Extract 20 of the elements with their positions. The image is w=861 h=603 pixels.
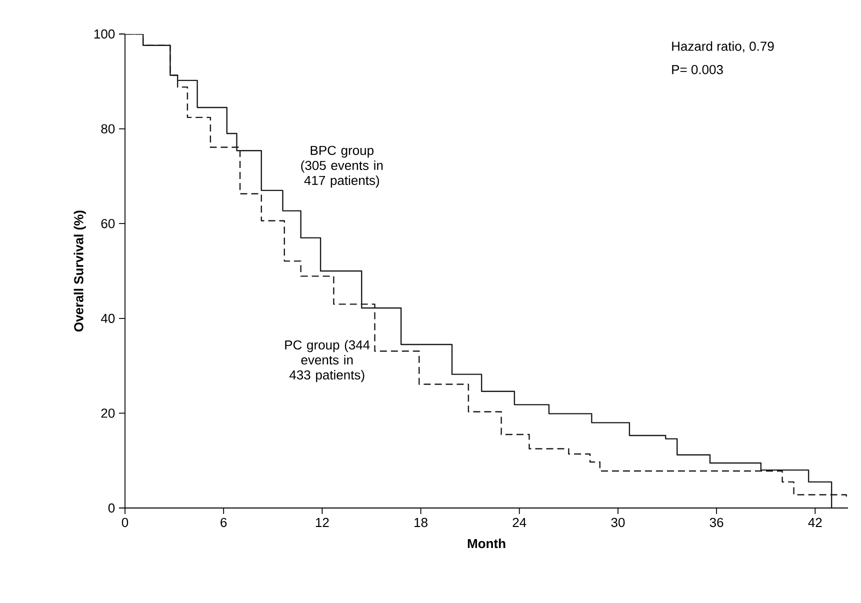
y-tick-label: 80	[101, 124, 115, 134]
y-tick-label: 40	[100, 314, 115, 323]
x-axis-title: Month	[468, 538, 506, 548]
x-tick-label: 12	[316, 518, 329, 527]
x-tick-label: 0	[122, 518, 128, 528]
x-tick-label: 24	[512, 518, 526, 527]
y-tick-label: 20	[101, 408, 115, 418]
annotation: P= 0.003	[672, 65, 723, 74]
x-tick-label: 18	[414, 518, 428, 528]
series-label: PC group (344 events in 433 patients)	[285, 340, 370, 382]
x-tick-label: 42	[808, 518, 822, 527]
y-tick-label: 100	[94, 29, 115, 39]
y-axis-title: Overall Survival (%)	[74, 210, 86, 332]
x-tick-label: 6	[220, 518, 227, 528]
annotation: Hazard ratio, 0.79	[672, 41, 774, 52]
x-tick-label: 30	[611, 518, 625, 528]
y-tick-label: 60	[101, 218, 115, 228]
y-tick-label: 0	[108, 503, 115, 513]
series-label: BPC group (305 events in 417 patients)	[301, 146, 383, 188]
x-tick-label: 36	[710, 518, 724, 528]
